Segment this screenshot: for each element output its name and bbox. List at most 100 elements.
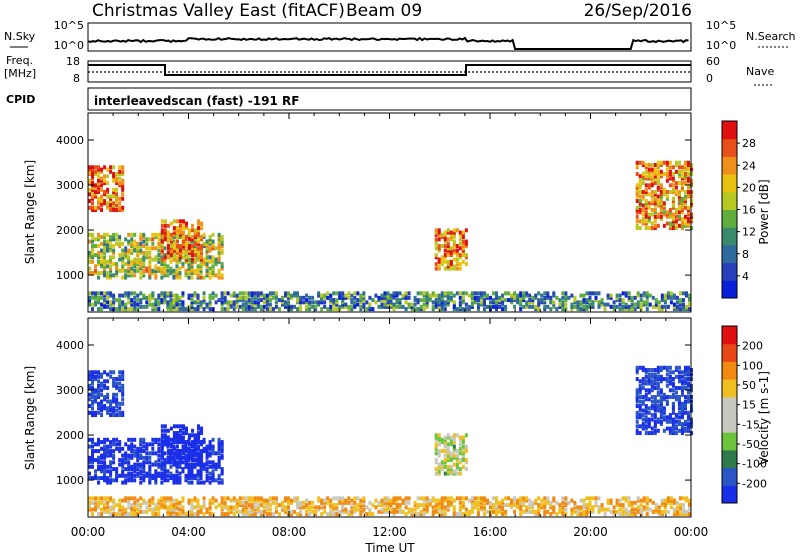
power-cell: [452, 300, 456, 305]
velocity-cell: [184, 453, 188, 458]
velocity-cell: [308, 500, 312, 505]
velocity-cell: [684, 509, 688, 514]
power-cell: [633, 295, 637, 300]
power-cell: [157, 295, 161, 300]
velocity-cell: [452, 444, 456, 449]
velocity-cell: [668, 426, 672, 431]
velocity-cell: [662, 395, 666, 400]
velocity-cell: [151, 451, 155, 456]
power-cell: [573, 298, 577, 303]
power-cell: [97, 187, 101, 192]
power-cell: [461, 307, 465, 312]
velocity-cell: [635, 410, 639, 415]
velocity-cell: [686, 428, 690, 433]
velocity-cell: [647, 406, 651, 411]
velocity-cell: [220, 453, 224, 458]
power-cell: [437, 300, 441, 305]
power-cell: [680, 185, 684, 190]
power-cell: [274, 304, 278, 309]
velocity-cell: [537, 512, 541, 517]
velocity-cell: [115, 397, 119, 402]
velocity-colorbar-tick-label: -50: [742, 438, 760, 451]
velocity-cell: [644, 408, 648, 413]
velocity-cell: [202, 480, 206, 485]
power-cell: [299, 295, 303, 300]
power-cell: [401, 293, 405, 298]
power-cell: [425, 298, 429, 303]
power-cell: [208, 237, 212, 242]
power-cell: [674, 160, 678, 165]
nsky-trace: [87, 36, 689, 50]
power-cell: [97, 298, 101, 303]
power-cell: [211, 259, 215, 264]
velocity-cell: [666, 509, 670, 514]
velocity-cell: [121, 388, 125, 393]
power-cell: [353, 300, 357, 305]
velocity-cell: [121, 374, 125, 379]
power-cell: [683, 167, 687, 172]
velocity-cell: [609, 498, 613, 503]
velocity-cell: [166, 469, 170, 474]
velocity-cell: [175, 473, 179, 478]
velocity-colorbar-tick-label: 200: [742, 340, 763, 353]
power-cell: [461, 246, 465, 251]
velocity-cell: [669, 505, 673, 510]
power-cell: [495, 295, 499, 300]
velocity-cell: [244, 505, 248, 510]
velocity-cell: [268, 496, 272, 501]
power-cell: [91, 208, 95, 213]
velocity-cell: [645, 498, 649, 503]
velocity-cell: [659, 388, 663, 393]
velocity-cell: [582, 509, 586, 514]
power-cell: [686, 190, 690, 195]
velocity-cell: [154, 471, 158, 476]
velocity-cell: [184, 478, 188, 483]
velocity-cell: [121, 383, 125, 388]
power-cell: [190, 302, 194, 307]
power-cell: [178, 230, 182, 235]
power-cell: [653, 181, 657, 186]
velocity-cell: [440, 503, 444, 508]
velocity-cell: [250, 498, 254, 503]
power-cell: [181, 300, 185, 305]
velocity-cell: [202, 446, 206, 451]
power-cell: [440, 257, 444, 262]
velocity-cell: [115, 408, 119, 413]
velocity-cell: [202, 464, 206, 469]
velocity-cell: [184, 460, 188, 465]
power-cell: [458, 291, 462, 296]
power-cell: [97, 250, 101, 255]
velocity-cell: [449, 435, 453, 440]
power-cell: [142, 293, 146, 298]
power-cell: [461, 253, 465, 258]
power-cell: [368, 304, 372, 309]
velocity-cell: [635, 415, 639, 420]
velocity-cell: [157, 446, 161, 451]
velocity-cell: [118, 503, 122, 508]
velocity-cell: [178, 437, 182, 442]
power-cell: [220, 248, 224, 253]
power-cell: [121, 300, 125, 305]
velocity-cell: [124, 460, 128, 465]
power-cell: [283, 291, 287, 296]
power-cell: [109, 239, 113, 244]
power-cell: [522, 295, 526, 300]
velocity-cell: [308, 512, 312, 517]
power-cell: [582, 300, 586, 305]
velocity-cell: [169, 476, 173, 481]
velocity-cell: [437, 453, 441, 458]
power-cell: [169, 304, 173, 309]
power-cell: [591, 291, 595, 296]
power-cell: [109, 255, 113, 260]
velocity-cell: [286, 509, 290, 514]
velocity-cell: [160, 462, 164, 467]
power-cell: [680, 203, 684, 208]
power-cell: [461, 259, 465, 264]
velocity-cell: [449, 455, 453, 460]
velocity-cell: [677, 428, 681, 433]
power-cell: [680, 199, 684, 204]
power-cell: [449, 248, 453, 253]
velocity-cell: [564, 507, 568, 512]
velocity-cell: [127, 478, 131, 483]
power-cell: [211, 264, 215, 269]
